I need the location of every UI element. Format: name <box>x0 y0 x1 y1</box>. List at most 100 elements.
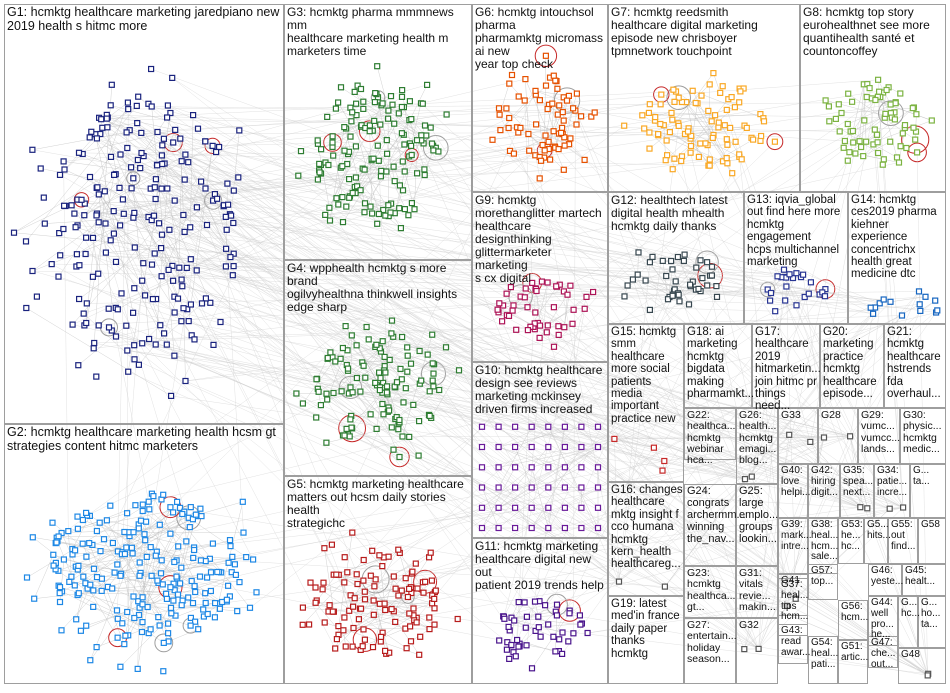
node-g14 <box>900 313 905 318</box>
node-g10 <box>496 445 501 450</box>
node-g10 <box>546 485 551 490</box>
node-g9 <box>507 313 512 318</box>
node-g3 <box>345 162 350 167</box>
node-g15 <box>651 445 656 450</box>
node-g4 <box>403 386 408 391</box>
node-g5 <box>393 619 398 624</box>
node-g41 <box>793 596 798 601</box>
node-g1 <box>132 245 137 250</box>
node-g1 <box>112 172 117 177</box>
node-g2 <box>69 574 74 579</box>
node-g2 <box>203 591 208 596</box>
node-g2 <box>208 589 213 594</box>
node-g1 <box>94 213 99 218</box>
node-g8 <box>903 123 908 128</box>
node-g2 <box>80 541 85 546</box>
node-g12 <box>670 293 675 298</box>
node-g2 <box>110 586 115 591</box>
node-g3 <box>425 82 430 87</box>
node-g8 <box>850 99 855 104</box>
node-g5 <box>350 644 355 649</box>
node-g28 <box>822 435 827 440</box>
node-g12 <box>694 265 699 270</box>
node-g2 <box>146 499 151 504</box>
edge-inter-g7-g41 <box>739 154 787 606</box>
node-g11 <box>571 631 576 636</box>
node-g1 <box>182 229 187 234</box>
node-g2 <box>232 562 237 567</box>
node-g3 <box>392 179 397 184</box>
node-g1 <box>173 127 178 132</box>
node-g13 <box>823 294 828 299</box>
node-g5 <box>399 588 404 593</box>
group-box-g55 <box>889 519 918 564</box>
node-g2 <box>75 514 80 519</box>
node-g1 <box>153 197 158 202</box>
node-g2 <box>133 503 138 508</box>
node-g7 <box>665 153 670 158</box>
node-g5 <box>407 611 412 616</box>
node-g4 <box>378 376 383 381</box>
node-g1 <box>171 278 176 283</box>
edge-inter-g2-g1 <box>78 225 254 559</box>
node-g1 <box>102 189 107 194</box>
node-g6 <box>543 53 548 58</box>
node-g16 <box>617 579 622 584</box>
node-g7 <box>664 138 669 143</box>
node-g1 <box>124 323 129 328</box>
node-g1 <box>140 341 145 346</box>
node-g7 <box>710 135 715 140</box>
node-g2 <box>254 590 259 595</box>
node-g12 <box>630 277 635 282</box>
node-g1 <box>103 221 108 226</box>
node-g1 <box>231 221 236 226</box>
node-g7 <box>703 141 708 146</box>
node-g7 <box>667 130 672 135</box>
node-g2 <box>124 545 129 550</box>
node-g5 <box>415 586 420 591</box>
node-g8 <box>864 139 869 144</box>
node-g32 <box>756 646 761 651</box>
group-box-g60 <box>919 597 946 648</box>
node-g7 <box>671 87 676 92</box>
node-g1 <box>104 116 109 121</box>
node-g11 <box>524 614 529 619</box>
node-g7 <box>707 157 712 162</box>
node-g5 <box>408 624 413 629</box>
node-g6 <box>559 130 564 135</box>
node-g1 <box>217 145 222 150</box>
node-g7 <box>724 107 729 112</box>
node-g10 <box>596 465 601 470</box>
node-g3 <box>372 118 377 123</box>
node-g13 <box>801 272 806 277</box>
node-g1 <box>158 323 163 328</box>
node-g9 <box>510 308 515 313</box>
node-g2 <box>61 557 66 562</box>
node-g2 <box>151 494 156 499</box>
edge-intra-g4 <box>327 400 351 416</box>
node-g12 <box>696 286 701 291</box>
node-g5 <box>371 598 376 603</box>
node-g6 <box>560 110 565 115</box>
node-g11 <box>553 649 558 654</box>
node-g5 <box>320 587 325 592</box>
node-g1 <box>111 231 116 236</box>
node-g2 <box>135 666 140 671</box>
node-g11 <box>509 643 514 648</box>
node-g1 <box>172 310 177 315</box>
node-g12 <box>682 252 687 257</box>
node-g11 <box>515 638 520 643</box>
node-g4 <box>381 412 386 417</box>
node-g2 <box>169 605 174 610</box>
node-g12 <box>669 259 674 264</box>
node-g2 <box>193 590 198 595</box>
node-g7 <box>711 71 716 76</box>
node-g4 <box>390 318 395 323</box>
node-g4 <box>380 339 385 344</box>
node-g5 <box>362 637 367 642</box>
edge-intra-g1 <box>32 132 126 149</box>
node-g5 <box>429 578 434 583</box>
node-g1 <box>105 125 110 130</box>
node-g9 <box>525 328 530 333</box>
node-g7 <box>640 113 645 118</box>
